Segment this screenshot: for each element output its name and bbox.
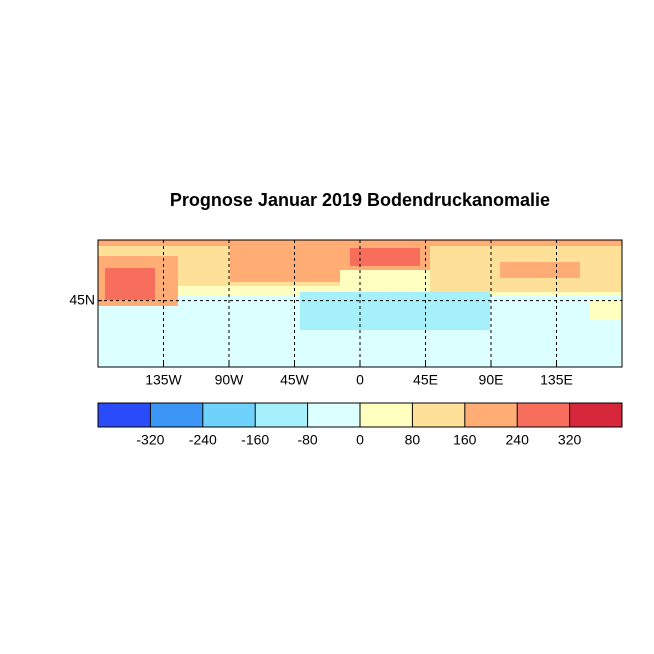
lon-tick-label: 0 <box>356 372 364 388</box>
lon-tick-label: 45E <box>413 372 438 388</box>
lon-tick-label: 135W <box>145 372 182 388</box>
anomaly-field <box>98 240 622 367</box>
lon-tick-label: 90E <box>479 372 504 388</box>
colorbar-bin <box>517 403 571 427</box>
lon-tick-label: 45W <box>280 372 310 388</box>
field-cell <box>500 262 580 278</box>
colorbar: -320 -240 -160 -80 0 80 160 240 320 <box>97 402 623 448</box>
colorbar-bin <box>255 403 309 427</box>
colorbar-tick-label: -240 <box>189 432 217 448</box>
field-cell <box>105 268 155 300</box>
colorbar-frame <box>97 402 623 428</box>
colorbar-bin <box>307 403 361 427</box>
colorbar-bin <box>98 403 151 427</box>
colorbar-tick-label: 80 <box>405 432 421 448</box>
field-cell <box>230 246 340 282</box>
map-title: Prognose Januar 2019 Bodendruckanomalie <box>170 190 550 210</box>
map-frame <box>97 239 623 368</box>
colorbar-bin <box>569 403 623 427</box>
colorbar-tick-label: -160 <box>241 432 269 448</box>
colorbar-tick-label: 320 <box>558 432 582 448</box>
colorbar-bin <box>202 403 256 427</box>
field-cell <box>300 292 490 330</box>
colorbar-tick-label: -320 <box>136 432 164 448</box>
lon-tick-label: 90W <box>215 372 245 388</box>
lon-tick-label: 135E <box>540 372 573 388</box>
colorbar-tick-label: 160 <box>453 432 477 448</box>
graticule: 135W 90W 45W 0 45E 90E 135E 45N <box>69 240 622 388</box>
colorbar-tick-label: 240 <box>506 432 530 448</box>
field-cell <box>98 306 298 367</box>
colorbar-tick-label: 0 <box>356 432 364 448</box>
colorbar-tick-label: -80 <box>297 432 317 448</box>
field-cell <box>350 248 420 266</box>
colorbar-bin <box>360 403 413 427</box>
colorbar-bin <box>464 403 518 427</box>
colorbar-bin <box>412 403 466 427</box>
lat-tick-label: 45N <box>69 291 95 307</box>
field-cell <box>590 300 622 320</box>
colorbar-bin <box>150 403 204 427</box>
